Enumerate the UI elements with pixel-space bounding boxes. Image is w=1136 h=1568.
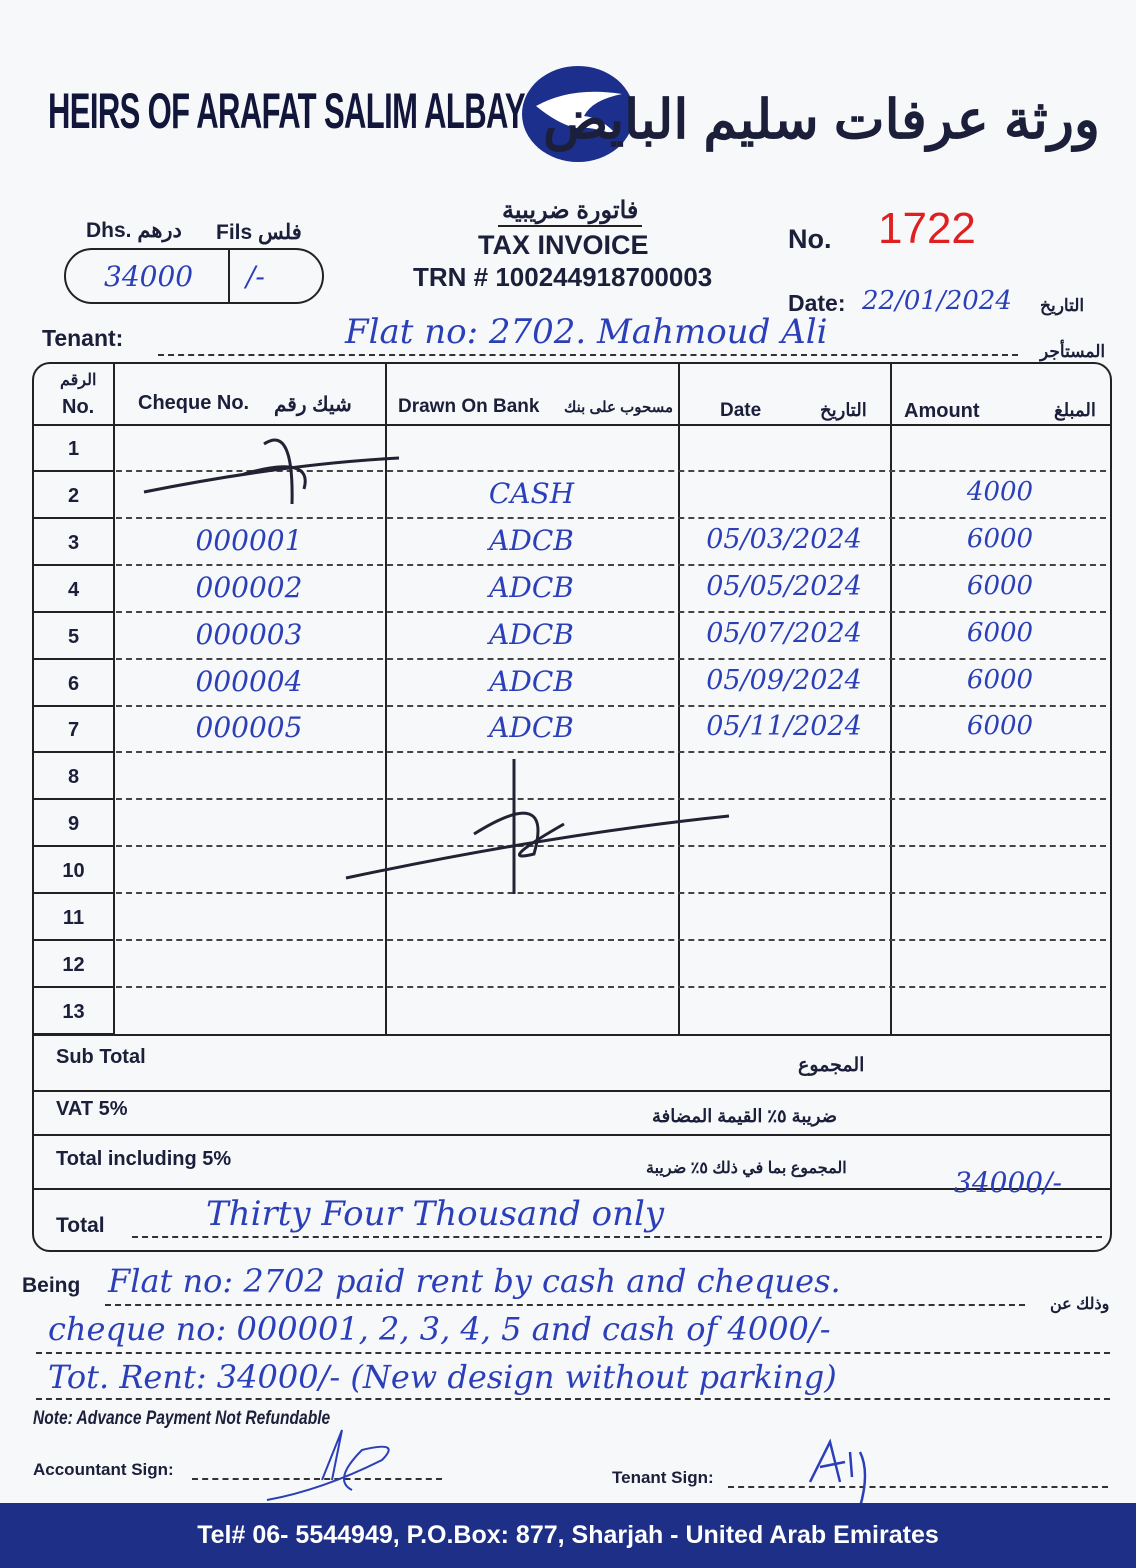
tenant-signature bbox=[808, 1438, 867, 1508]
row-dotted-line bbox=[116, 610, 1106, 613]
total-incl-label-arabic: المجموع بما في ذلك ٥٪ ضريبة bbox=[646, 1160, 847, 1177]
header-date-arabic: التاريخ bbox=[820, 400, 867, 420]
invoice-number: 1722 bbox=[878, 204, 976, 253]
row-no: 4 bbox=[67, 578, 80, 601]
being-line-2: cheque no: 000001, 2, 3, 4, 5 and cash o… bbox=[48, 1310, 831, 1348]
row-no: 12 bbox=[62, 953, 85, 976]
row-no: 11 bbox=[62, 907, 85, 929]
row-dotted-line bbox=[116, 845, 1106, 848]
row-amount: 4000 bbox=[966, 476, 1034, 507]
tenant-value: Flat no: 2702. Mahmoud Ali bbox=[345, 312, 828, 352]
row-no: 8 bbox=[67, 766, 80, 789]
row-bank: ADCB bbox=[489, 711, 574, 745]
row-amount: 6000 bbox=[966, 570, 1034, 601]
dhs-value: 34000 bbox=[104, 260, 194, 293]
row-bank: ADCB bbox=[489, 570, 574, 604]
being-line-1: Flat no: 2702 paid rent by cash and cheq… bbox=[108, 1262, 841, 1300]
row-dotted-line bbox=[116, 751, 1106, 754]
row-date: 05/09/2024 bbox=[706, 664, 862, 696]
row-dotted-line bbox=[116, 939, 1106, 941]
row-no: 9 bbox=[67, 813, 80, 836]
row-cheque: 000005 bbox=[195, 711, 303, 745]
date-label-arabic: التاريخ bbox=[1040, 296, 1085, 315]
tenant-label: Tenant: bbox=[42, 325, 124, 351]
dhs-label: Dhs. درهم bbox=[86, 219, 182, 242]
header-amount: Amount bbox=[904, 400, 980, 422]
row-bank: ADCB bbox=[489, 617, 574, 651]
row-date: 05/03/2024 bbox=[706, 523, 862, 555]
row-bank: ADCB bbox=[489, 523, 574, 557]
cheque-table: الرقم No. Cheque No. شيك رقم Drawn On Ba… bbox=[32, 362, 1112, 1252]
row-date: 05/07/2024 bbox=[706, 617, 862, 649]
row-date: 05/05/2024 bbox=[706, 570, 862, 602]
row-no: 13 bbox=[62, 1000, 85, 1023]
row-dotted-line bbox=[116, 516, 1106, 519]
row-no: 1 bbox=[67, 438, 80, 460]
subtotal-label: Sub Total bbox=[56, 1046, 146, 1068]
header-amount-arabic: المبلغ bbox=[1054, 400, 1096, 420]
row-dotted-line bbox=[116, 470, 1106, 472]
subtotal-label-arabic: المجموع bbox=[798, 1055, 865, 1076]
being-line-3: Tot. Rent: 34000/- (New design without p… bbox=[48, 1358, 837, 1396]
signature-strikes bbox=[143, 438, 730, 894]
fils-value: /- bbox=[246, 260, 265, 293]
row-no: 10 bbox=[62, 860, 85, 883]
date-value: 22/01/2024 bbox=[862, 286, 1012, 316]
header-bank-arabic: مسحوب على بنك bbox=[564, 399, 674, 416]
row-dotted-line bbox=[116, 657, 1106, 660]
note: Note: Advance Payment Not Refundable bbox=[33, 1408, 331, 1429]
row-dotted-line bbox=[116, 892, 1106, 895]
date-label: Date: bbox=[788, 290, 846, 316]
tenant-label-arabic: المستأجر bbox=[1040, 342, 1106, 361]
header-date: Date bbox=[720, 400, 762, 421]
row-cheque: 000001 bbox=[195, 523, 303, 557]
row-amount: 6000 bbox=[966, 523, 1034, 554]
row-amount: 6000 bbox=[966, 664, 1034, 695]
total-words: Thirty Four Thousand only bbox=[206, 1194, 665, 1234]
being-label: Being bbox=[22, 1274, 81, 1297]
total-incl-value: 34000/- bbox=[954, 1166, 1062, 1199]
header-no-arabic: الرقم bbox=[60, 372, 97, 389]
row-no: 7 bbox=[67, 719, 80, 742]
row-dotted-line bbox=[116, 563, 1106, 566]
row-bank: CASH bbox=[488, 476, 575, 510]
row-no: 5 bbox=[67, 625, 80, 648]
accountant-sign-label: Accountant Sign: bbox=[33, 1460, 174, 1479]
vat-label-arabic: ضريبة ٥٪ القيمة المضافة bbox=[652, 1106, 837, 1126]
row-amount: 6000 bbox=[966, 617, 1034, 648]
row-no: 2 bbox=[67, 484, 80, 507]
row-dotted-line bbox=[116, 798, 1106, 801]
doc-title: TAX INVOICE bbox=[478, 230, 649, 260]
row-dotted-line bbox=[116, 704, 1106, 707]
row-cheque: 000004 bbox=[195, 664, 303, 698]
row-no: 6 bbox=[67, 672, 80, 695]
row-cheque: 000003 bbox=[195, 617, 303, 651]
row-bank: ADCB bbox=[489, 664, 574, 698]
company-name: HEIRS OF ARAFAT SALIM ALBAYEDH bbox=[48, 83, 589, 139]
vat-label: VAT 5% bbox=[56, 1098, 128, 1120]
doc-title-arabic: فاتورة ضريبية bbox=[498, 196, 643, 227]
footer-contact: Tel# 06- 5544949, P.O.Box: 877, Sharjah … bbox=[0, 1503, 1136, 1568]
row-cheque: 000002 bbox=[195, 570, 303, 604]
total-label: Total bbox=[56, 1214, 105, 1237]
row-dotted-line bbox=[116, 985, 1106, 988]
header-cheque-arabic: شيك رقم bbox=[274, 394, 352, 416]
header-bank: Drawn On Bank bbox=[398, 396, 540, 417]
header-cheque: Cheque No. bbox=[138, 392, 250, 414]
total-incl-label: Total including 5% bbox=[56, 1148, 232, 1170]
row-amount: 6000 bbox=[966, 711, 1034, 742]
being-label-arabic: وذلك عن bbox=[1050, 1296, 1110, 1313]
invoice-no-label: No. bbox=[788, 224, 832, 254]
trn: TRN # 100244918700003 bbox=[413, 262, 713, 292]
accountant-signature bbox=[266, 1429, 390, 1501]
tenant-sign-label: Tenant Sign: bbox=[612, 1468, 714, 1487]
fils-label: Fils فلس bbox=[216, 221, 302, 244]
row-date: 05/11/2024 bbox=[706, 711, 862, 743]
header-no: No. bbox=[62, 396, 95, 418]
company-logo bbox=[522, 66, 634, 162]
company-name-arabic: ورثة عرفات سليم البايض bbox=[542, 90, 1100, 150]
row-no: 3 bbox=[67, 531, 80, 554]
amount-box: 34000 /- bbox=[64, 248, 324, 304]
